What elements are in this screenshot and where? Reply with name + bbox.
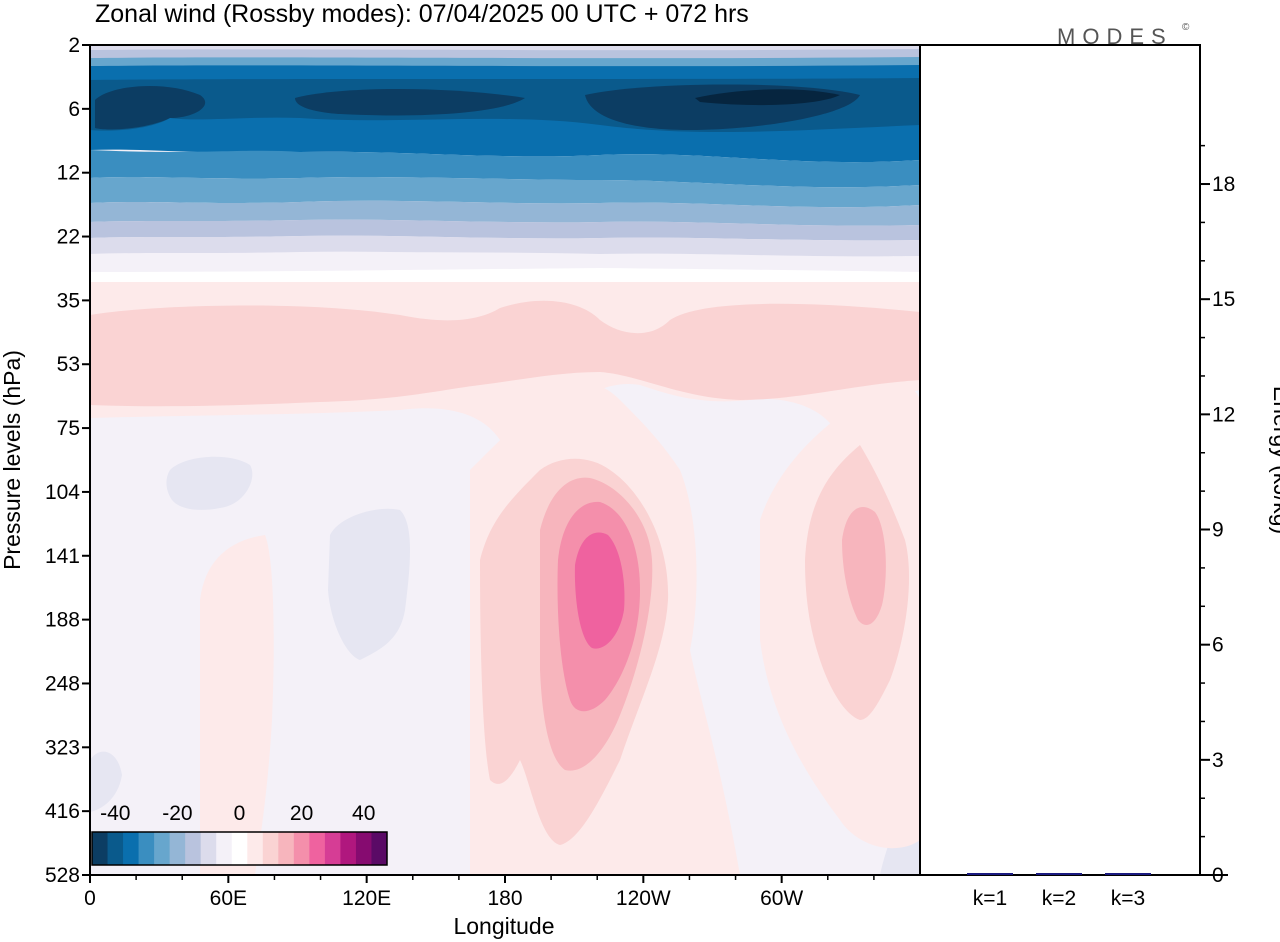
energy-tick-label: 6 xyxy=(1212,634,1224,657)
energy-category-label: k=3 xyxy=(1111,887,1145,910)
modes-logo-mark: © xyxy=(1182,22,1190,33)
y-axis-label: Pressure levels (hPa) xyxy=(0,350,25,570)
x-tick-label: 60E xyxy=(210,887,247,910)
colorbar-swatch xyxy=(324,832,341,865)
colorbar-tick-label: -20 xyxy=(162,802,192,825)
x-tick-label: 180 xyxy=(487,887,522,910)
contour-pink-strong xyxy=(90,300,920,407)
contour-plume-a xyxy=(200,535,274,875)
y-tick-label: 141 xyxy=(45,545,80,568)
y-tick-label: 248 xyxy=(45,672,80,695)
x-axis: 0 60E 120E 180 120W 60W xyxy=(84,875,875,910)
colorbar-frame xyxy=(91,831,388,866)
colorbar-swatch xyxy=(309,832,326,865)
colorbar-swatch xyxy=(154,832,171,865)
y-tick-label: 12 xyxy=(57,162,80,185)
contour-band-11 xyxy=(90,268,920,282)
chart-title: Zonal wind (Rossby modes): 07/04/2025 00… xyxy=(95,0,749,28)
y-tick-label: 188 xyxy=(45,609,80,632)
y-tick-label: 416 xyxy=(45,800,80,823)
colorbar-swatch xyxy=(200,832,217,865)
colorbar-swatch xyxy=(371,832,388,865)
y-tick-label: 104 xyxy=(45,481,80,504)
colorbar-swatch xyxy=(355,832,372,865)
x-tick-label: 120E xyxy=(342,887,391,910)
x-tick-label: 120W xyxy=(616,887,671,910)
y-tick-label: 53 xyxy=(57,353,80,376)
contour-blob-b xyxy=(328,508,410,660)
energy-panel-frame xyxy=(919,44,1201,876)
colorbar-swatch xyxy=(231,832,248,865)
colorbar-swatch xyxy=(138,832,155,865)
contour-blob-a xyxy=(166,456,253,510)
energy-bar xyxy=(1036,873,1082,875)
contour-band-10 xyxy=(90,252,920,272)
y-tick-label: 22 xyxy=(57,226,80,249)
contour-band-5 xyxy=(90,150,920,188)
contour-core-pink4 xyxy=(574,532,625,649)
energy-tick-label: 18 xyxy=(1212,173,1235,196)
contour-core-pink2 xyxy=(842,507,886,625)
contour-band-7 xyxy=(90,200,920,226)
contour-blob-d xyxy=(90,751,122,812)
y-tick-label: 75 xyxy=(57,417,80,440)
y-tick-label: 528 xyxy=(45,864,80,887)
energy-category-label: k=1 xyxy=(973,887,1007,910)
colorbar-swatch xyxy=(247,832,264,865)
energy-bar xyxy=(1105,873,1151,875)
energy-tick-label: 0 xyxy=(1212,864,1224,887)
energy-tick-label: 15 xyxy=(1212,288,1235,311)
energy-y-axis: 0 3 6 9 12 15 18 xyxy=(1200,144,1235,887)
energy-tick-label: 9 xyxy=(1212,519,1224,542)
colorbar-swatch xyxy=(107,832,124,865)
colorbar-tick-label: 0 xyxy=(234,802,246,825)
energy-category-label: k=2 xyxy=(1042,887,1076,910)
colorbar-swatch xyxy=(92,832,109,865)
energy-tick-label: 12 xyxy=(1212,403,1235,426)
energy-bar xyxy=(967,873,1013,875)
x-tick-label: 0 xyxy=(84,887,96,910)
colorbar-swatch xyxy=(293,832,310,865)
contour-band-9 xyxy=(90,235,920,257)
x-tick-label: 60W xyxy=(760,887,803,910)
colorbar: -40 -20 0 20 40 xyxy=(91,802,388,866)
colorbar-swatch xyxy=(185,832,202,865)
y-tick-label: 323 xyxy=(45,736,80,759)
y-axis: 2 6 12 22 35 53 75 104 141 188 248 323 416 528 xyxy=(45,34,90,887)
colorbar-swatch xyxy=(278,832,295,865)
contour-core-d xyxy=(695,89,840,106)
y-tick-label: 6 xyxy=(68,98,80,121)
energy-axis-label: Energy (kJ/kg) xyxy=(1269,386,1280,534)
energy-bars: k=1 k=2 k=3 xyxy=(967,873,1151,910)
colorbar-swatch xyxy=(123,832,140,865)
x-axis-label: Longitude xyxy=(453,913,554,939)
colorbar-tick-label: 20 xyxy=(290,802,313,825)
colorbar-swatch xyxy=(340,832,357,865)
contour-band-6 xyxy=(90,177,920,208)
contour-band-8 xyxy=(90,219,920,241)
colorbar-swatch xyxy=(262,832,279,865)
heatmap-plot xyxy=(90,45,920,875)
energy-tick-label: 3 xyxy=(1212,749,1224,772)
colorbar-swatch xyxy=(216,832,233,865)
contour-core-a xyxy=(95,85,206,130)
colorbar-swatch xyxy=(169,832,186,865)
y-tick-label: 35 xyxy=(57,289,80,312)
y-tick-label: 2 xyxy=(68,34,80,57)
contour-core-b xyxy=(295,89,525,116)
colorbar-tick-label: -40 xyxy=(100,802,130,825)
colorbar-tick-label: 40 xyxy=(352,802,375,825)
